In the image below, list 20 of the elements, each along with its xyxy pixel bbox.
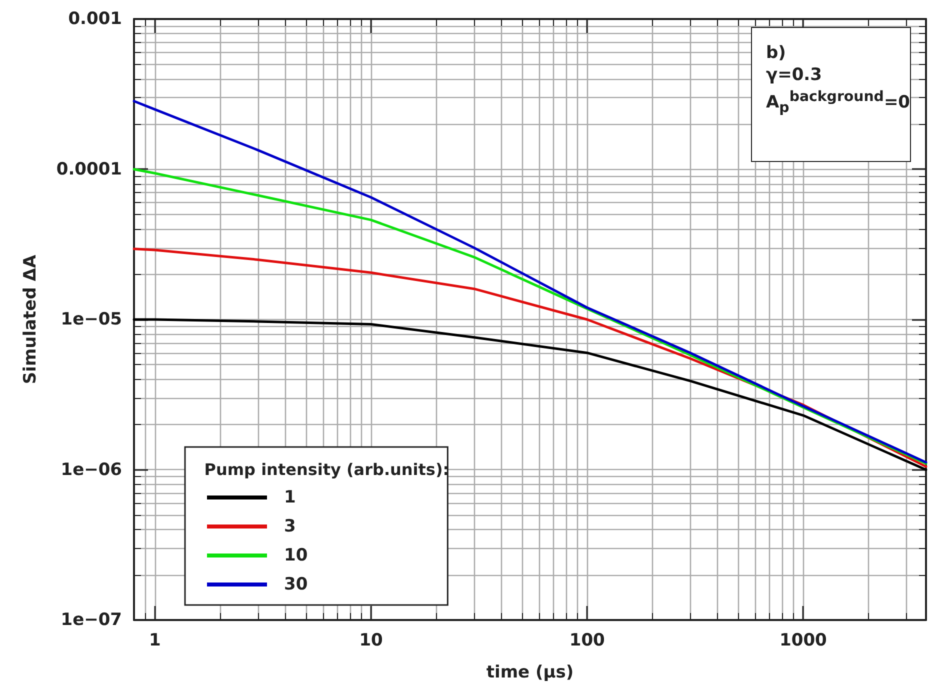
y-tick-label: 0.0001	[56, 159, 122, 180]
y-tick-label: 1e−06	[60, 460, 122, 480]
legend-label: 30	[284, 574, 308, 594]
legend-label: 10	[284, 546, 308, 566]
y-axis-title: Simulated ΔA	[20, 254, 40, 384]
y-tick-label: 0.001	[68, 9, 122, 29]
x-tick-label: 1	[149, 630, 161, 650]
x-axis-title: time (µs)	[486, 662, 574, 682]
x-tick-label: 10	[359, 630, 384, 650]
legend-label: 3	[284, 516, 296, 536]
text-box: b) γ=0.3 A$_{p}$$^{background}$=0	[751, 27, 911, 162]
annotation: γ=0.3	[766, 64, 823, 86]
y-tick-label: 1e−07	[60, 610, 122, 630]
annotation: b)	[766, 42, 787, 64]
legend-label: 1	[284, 488, 296, 508]
x-tick-label: 100	[569, 630, 606, 650]
x-tick-label: 1000	[780, 630, 828, 650]
y-tick-label: 1e−05	[60, 310, 122, 330]
legend-title: Pump intensity (arb.units):	[204, 460, 450, 480]
annotation: A$_{p}$$^{background}$=0	[766, 88, 910, 118]
